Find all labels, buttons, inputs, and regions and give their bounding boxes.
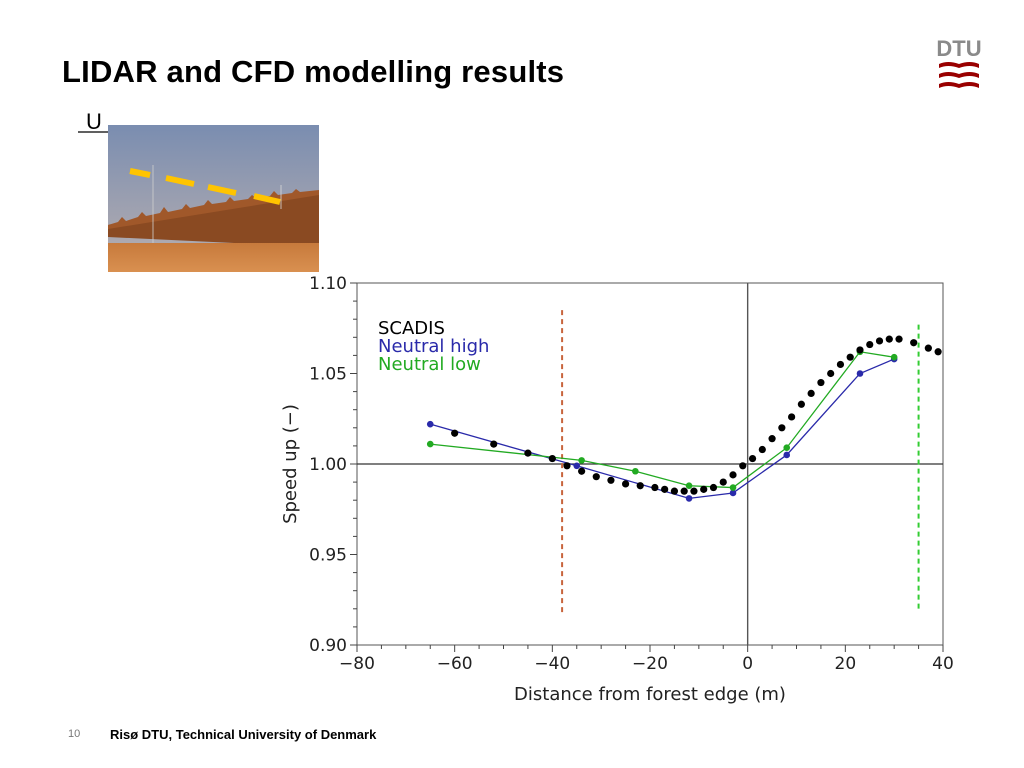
- y-tick-label: 1.10: [309, 274, 347, 294]
- data-point: [856, 346, 864, 354]
- data-point: [836, 360, 845, 369]
- series-scadis: [451, 335, 942, 495]
- data-point: [846, 353, 854, 361]
- legend-neutral-high: Neutral high: [378, 336, 489, 357]
- legend-scadis: SCADIS: [378, 318, 445, 339]
- data-point: [709, 483, 718, 492]
- dtu-logo: DTU: [936, 36, 982, 88]
- data-point: [661, 485, 669, 493]
- data-point: [700, 485, 708, 493]
- x-axis-title: Distance from forest edge (m): [514, 684, 786, 705]
- data-point: [827, 369, 835, 378]
- axis-ticks: −80 −60 −40 −20 0 20 40 0.90 0.95 1.00 1.05 1.10: [309, 274, 954, 674]
- data-point: [778, 424, 786, 432]
- data-point: [934, 348, 942, 356]
- data-point: [573, 462, 581, 470]
- page-number: 10: [68, 728, 81, 740]
- data-point: [758, 445, 766, 454]
- speed-up-chart: −80 −60 −40 −20 0 20 40 0.90 0.95 1.00 1.05 1.10 Di…: [280, 274, 954, 705]
- x-tick-label: −60: [437, 654, 473, 674]
- y-tick-label: 1.05: [309, 365, 347, 385]
- data-point: [783, 444, 791, 452]
- data-point: [807, 389, 815, 398]
- data-point: [451, 429, 459, 437]
- data-point: [490, 440, 498, 448]
- data-point: [548, 454, 556, 463]
- data-point: [685, 482, 693, 490]
- legend-neutral-low: Neutral low: [378, 354, 481, 375]
- data-point: [895, 335, 903, 343]
- data-point: [578, 467, 586, 475]
- data-point: [680, 487, 688, 495]
- data-point: [890, 353, 898, 361]
- x-tick-label: −20: [632, 654, 668, 674]
- data-point: [592, 473, 600, 481]
- data-point: [910, 339, 918, 347]
- data-point: [866, 340, 874, 349]
- data-point: [670, 487, 679, 495]
- data-point: [856, 370, 864, 377]
- data-point: [788, 413, 796, 421]
- data-point: [729, 489, 737, 497]
- data-point: [797, 400, 805, 408]
- data-point: [426, 420, 434, 428]
- x-tick-label: −40: [534, 654, 570, 674]
- x-tick-label: −80: [339, 654, 375, 674]
- data-point: [563, 462, 571, 470]
- data-point: [685, 495, 693, 502]
- data-point: [739, 462, 747, 470]
- y-tick-label: 1.00: [309, 455, 347, 475]
- data-point: [621, 480, 630, 488]
- x-tick-label: 0: [742, 654, 753, 674]
- data-point: [783, 451, 791, 459]
- data-point: [426, 440, 434, 448]
- data-point: [651, 483, 659, 492]
- footer-institution: Risø DTU, Technical University of Denmar…: [110, 727, 377, 742]
- data-point: [817, 378, 825, 387]
- data-point: [729, 484, 737, 491]
- x-tick-label: 40: [932, 654, 954, 674]
- y-tick-label: 0.95: [309, 546, 347, 566]
- data-point: [578, 457, 585, 464]
- y-tick-label: 0.90: [309, 636, 347, 656]
- x-tick-label: 20: [835, 654, 857, 674]
- slide-title: LIDAR and CFD modelling results: [62, 54, 565, 89]
- series-layer: [426, 335, 942, 502]
- data-point: [885, 335, 893, 343]
- y-axis-title: Speed up (−): [280, 404, 301, 524]
- data-point: [924, 344, 932, 352]
- data-point: [875, 337, 884, 345]
- reference-lines: [357, 283, 943, 645]
- data-point: [636, 482, 644, 490]
- wind-direction-label: U: [86, 109, 102, 134]
- data-point: [607, 476, 615, 484]
- data-point: [768, 435, 776, 443]
- data-point: [748, 454, 757, 463]
- data-point: [524, 449, 532, 457]
- forest-edge-photo: [108, 125, 319, 272]
- data-point: [729, 471, 737, 479]
- data-point: [690, 487, 698, 495]
- data-point: [719, 478, 727, 486]
- dtu-logo-text: DTU: [936, 36, 981, 61]
- data-point: [632, 467, 639, 475]
